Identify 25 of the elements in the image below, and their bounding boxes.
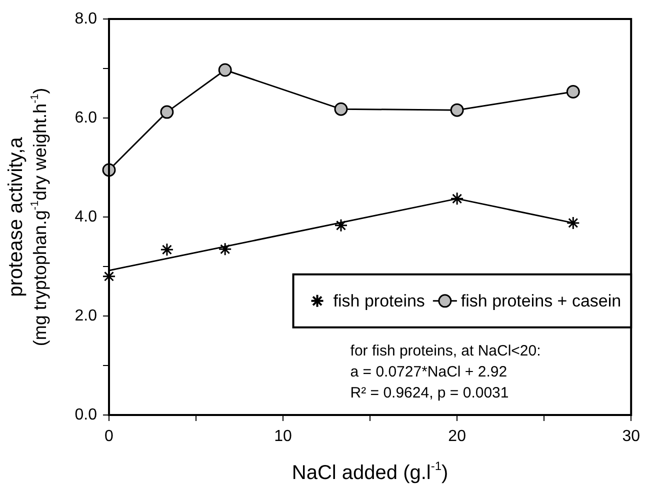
x-tick-label: 30 <box>622 428 640 446</box>
point <box>160 105 174 119</box>
x-tick-label: 20 <box>448 428 466 446</box>
y-tick-label: 8.0 <box>74 10 98 28</box>
annotation: for fish proteins, at NaCl<20: <box>350 342 541 360</box>
y-tick-label: 0.0 <box>74 406 98 424</box>
x-tick-label: 0 <box>104 428 114 446</box>
x-tick-label: 10 <box>274 428 292 446</box>
annotation: R² = 0.9624, p = 0.0031 <box>350 384 509 402</box>
annotation: a = 0.0727*NaCl + 2.92 <box>350 363 508 380</box>
point <box>450 192 464 206</box>
point <box>450 103 464 117</box>
y-tick-label: 2.0 <box>74 307 98 324</box>
point <box>218 242 232 256</box>
legend-label: fish proteins <box>333 292 425 311</box>
y-tick-label: 4.0 <box>74 208 98 226</box>
point <box>102 270 116 284</box>
point <box>218 63 232 77</box>
point <box>566 85 580 99</box>
legend-label: fish proteins + casein <box>460 292 622 311</box>
point <box>160 242 174 256</box>
point <box>334 218 348 232</box>
y-tick-label: 6.0 <box>74 109 98 126</box>
point <box>566 216 580 230</box>
point <box>334 102 348 116</box>
